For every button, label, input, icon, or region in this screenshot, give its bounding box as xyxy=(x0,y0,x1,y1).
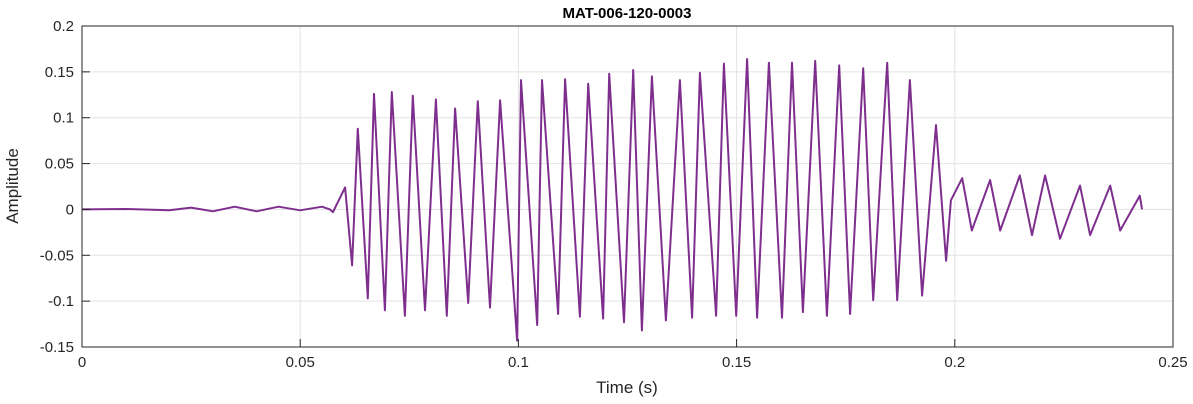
chart-title: MAT-006-120-0003 xyxy=(563,5,692,22)
y-axis-label: Amplitude xyxy=(3,148,22,224)
y-tick-label: 0.05 xyxy=(45,156,74,173)
y-tick-label: 0 xyxy=(66,201,74,218)
grid-lines xyxy=(81,25,1174,348)
x-tick-label: 0 xyxy=(78,354,86,371)
x-tick-label: 0.15 xyxy=(722,354,751,371)
y-tick-label: -0.05 xyxy=(40,247,74,264)
x-tick-label: 0.25 xyxy=(1158,354,1187,371)
y-axis-ticks: -0.15 -0.1 -0.05 0 0.05 0.1 0.15 0.2 xyxy=(40,18,90,356)
x-tick-label: 0.1 xyxy=(508,354,529,371)
x-tick-label: 0.2 xyxy=(944,354,965,371)
waveform-line xyxy=(81,58,1143,342)
y-tick-label: -0.1 xyxy=(48,293,74,310)
x-axis-label: Time (s) xyxy=(596,378,658,397)
y-tick-label: 0.15 xyxy=(45,64,74,81)
x-tick-label: 0.05 xyxy=(286,354,315,371)
y-tick-label: 0.1 xyxy=(53,110,74,127)
plot-area-border xyxy=(81,25,1174,348)
x-axis-ticks: 0 0.05 0.1 0.15 0.2 0.25 xyxy=(78,339,1188,371)
y-tick-label: -0.15 xyxy=(40,339,74,356)
y-tick-label: 0.2 xyxy=(53,18,74,35)
